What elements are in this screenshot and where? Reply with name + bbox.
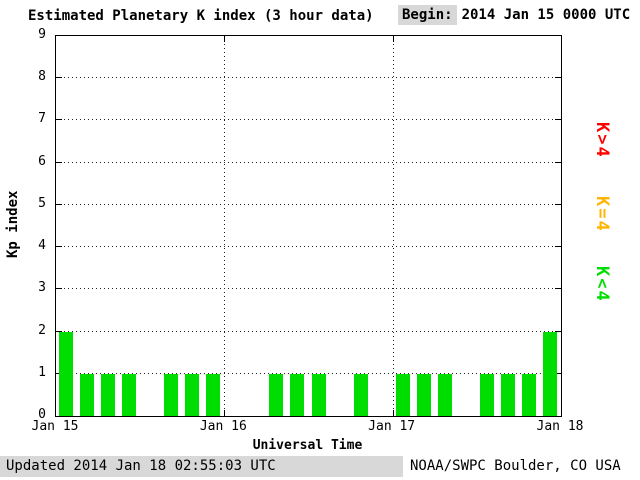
h-gridline <box>56 246 561 248</box>
kp-bar <box>353 373 368 416</box>
kp-bar <box>542 331 557 416</box>
x-axis-tick <box>224 410 226 416</box>
x-axis-tick <box>392 36 394 42</box>
y-axis-tick <box>555 161 561 163</box>
y-axis-tick <box>56 246 62 248</box>
x-tick-label: Jan 18 <box>536 419 584 434</box>
x-axis-title: Universal Time <box>252 438 363 453</box>
y-tick-label: 5 <box>38 195 46 211</box>
kp-bar <box>185 373 200 416</box>
y-axis-tick <box>555 288 561 290</box>
y-tick-label: 3 <box>38 280 46 296</box>
y-axis-tick <box>555 372 561 374</box>
kp-bar <box>479 373 494 416</box>
h-gridline <box>56 161 561 163</box>
y-tick-label: 7 <box>38 111 46 127</box>
kp-bar <box>311 373 326 416</box>
kp-bar <box>395 373 410 416</box>
y-axis-tick <box>555 203 561 205</box>
y-axis-tick <box>555 246 561 248</box>
y-axis-tick <box>56 77 62 79</box>
y-axis-tick <box>56 119 62 121</box>
y-tick-label: 4 <box>38 238 46 254</box>
kp-bar <box>269 373 284 416</box>
x-tick-label: Jan 15 <box>31 419 79 434</box>
x-tick-label: Jan 16 <box>199 419 247 434</box>
kp-bar <box>80 373 95 416</box>
v-gridline <box>224 36 226 416</box>
kp-bar <box>437 373 452 416</box>
y-axis-tick <box>555 330 561 332</box>
h-gridline <box>56 203 561 205</box>
y-tick-label: 1 <box>38 364 46 380</box>
y-tick-label: 8 <box>38 69 46 85</box>
y-axis-tick <box>56 161 62 163</box>
kp-bar <box>164 373 179 416</box>
y-axis-tick <box>56 203 62 205</box>
h-gridline <box>56 119 561 121</box>
h-gridline <box>56 330 561 332</box>
begin-label: Begin: <box>398 5 457 25</box>
h-gridline <box>56 372 561 374</box>
begin-value: 2014 Jan 15 0000 UTC <box>461 7 631 23</box>
kp-bar <box>101 373 116 416</box>
legend-item: K<4 <box>592 266 612 303</box>
x-axis-tick <box>392 410 394 416</box>
v-gridline <box>392 36 394 416</box>
kp-bar <box>416 373 431 416</box>
h-gridline <box>56 77 561 79</box>
x-tick-label: Jan 17 <box>368 419 416 434</box>
kp-bar <box>122 373 137 416</box>
kp-bar <box>521 373 536 416</box>
y-tick-label: 9 <box>38 27 46 42</box>
kp-bar <box>290 373 305 416</box>
y-axis-tick <box>56 288 62 290</box>
source-text: NOAA/SWPC Boulder, CO USA <box>410 458 621 474</box>
y-tick-label: 0 <box>38 407 46 422</box>
legend-item: K=4 <box>592 196 612 233</box>
h-gridline <box>56 288 561 290</box>
plot-area <box>55 35 562 417</box>
kp-bar <box>59 331 74 416</box>
chart-title: Estimated Planetary K index (3 hour data… <box>28 8 374 24</box>
begin-group: Begin: 2014 Jan 15 0000 UTC <box>398 5 631 25</box>
kp-bar <box>206 373 221 416</box>
y-tick-label: 2 <box>38 322 46 338</box>
legend-item: K>4 <box>592 122 612 159</box>
y-tick-label: 6 <box>38 153 46 169</box>
y-axis-tick <box>56 330 62 332</box>
updated-text: Updated 2014 Jan 18 02:55:03 UTC <box>0 456 403 477</box>
x-axis-tick <box>224 36 226 42</box>
y-axis-tick <box>555 119 561 121</box>
kp-bar <box>500 373 515 416</box>
y-axis-tick <box>555 77 561 79</box>
